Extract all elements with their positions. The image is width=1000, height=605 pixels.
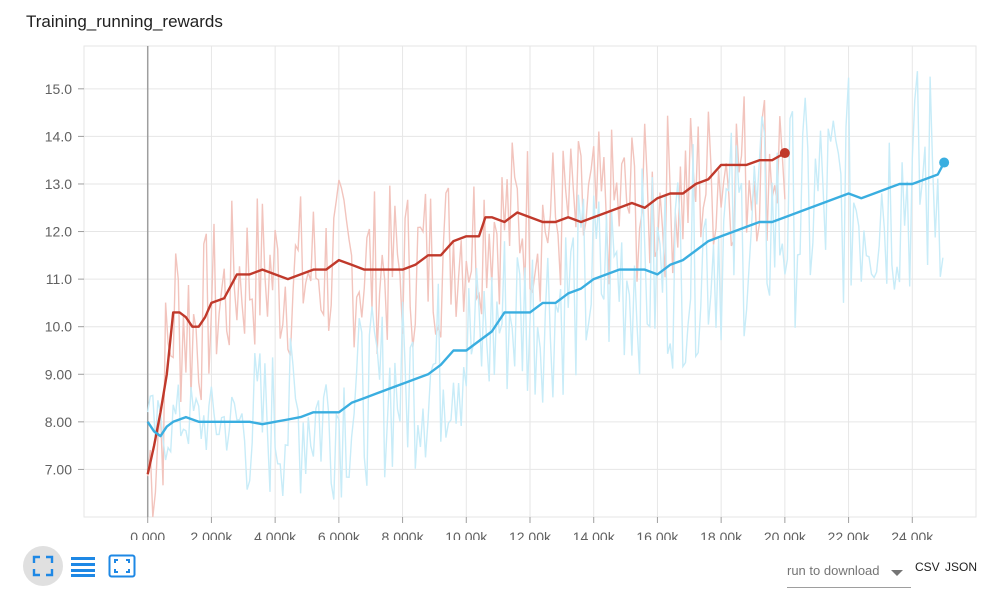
log-scale-icon bbox=[71, 557, 95, 577]
raw-series-line bbox=[147, 71, 944, 500]
x-tick-label: 18.00k bbox=[700, 529, 743, 540]
y-tick-label: 8.00 bbox=[45, 414, 72, 430]
x-tick-label: 8.000k bbox=[382, 529, 425, 540]
tick-labels-group: 7.00 8.00 9.00 10.0 11.0 12.0 13.0 14.0 15.0 0.00… bbox=[45, 81, 935, 540]
expand-icon bbox=[108, 554, 136, 578]
x-tick-label: 2.000k bbox=[190, 529, 233, 540]
y-tick-label: 9.00 bbox=[45, 366, 72, 382]
smoothed-series-line bbox=[146, 151, 786, 475]
y-tick-label: 13.0 bbox=[45, 176, 72, 192]
expand-chart-button[interactable] bbox=[107, 551, 137, 581]
smoothed-series-group bbox=[146, 148, 950, 475]
smoothed-series-line bbox=[146, 162, 946, 438]
fit-domain-button[interactable] bbox=[23, 546, 63, 586]
y-tick-label: 12.0 bbox=[45, 224, 72, 240]
x-tick-label: 16.00k bbox=[636, 529, 679, 540]
fit-domain-icon bbox=[32, 555, 54, 577]
x-tick-label: 14.00k bbox=[573, 529, 616, 540]
y-tick-label: 10.0 bbox=[45, 319, 72, 335]
x-tick-label: 22.00k bbox=[828, 529, 871, 540]
x-tick-label: 12.00k bbox=[509, 529, 552, 540]
y-tick-label: 7.00 bbox=[45, 461, 72, 477]
x-tick-label: 10.00k bbox=[445, 529, 488, 540]
json-download-link[interactable]: JSON bbox=[945, 560, 978, 574]
x-tick-label: 24.00k bbox=[891, 529, 934, 540]
series-end-point bbox=[779, 148, 790, 159]
chevron-down-icon bbox=[891, 570, 903, 576]
y-tick-label: 11.0 bbox=[46, 271, 72, 287]
y-tick-label: 14.0 bbox=[45, 128, 72, 144]
line-chart[interactable]: 7.00 8.00 9.00 10.0 11.0 12.0 13.0 14.0 15.0 0.00… bbox=[0, 0, 1000, 540]
x-tick-label: 0.000 bbox=[130, 529, 165, 540]
series-end-point bbox=[939, 157, 950, 168]
run-select-label: run to download bbox=[787, 563, 880, 578]
run-to-download-select[interactable]: run to download bbox=[787, 557, 911, 588]
csv-download-link[interactable]: CSV bbox=[915, 560, 940, 574]
chart-title: Training_running_rewards bbox=[26, 12, 223, 31]
x-tick-label: 6.000k bbox=[318, 529, 361, 540]
y-tick-label: 15.0 bbox=[45, 81, 72, 97]
raw-series-group bbox=[147, 71, 944, 518]
x-tick-label: 4.000k bbox=[254, 529, 297, 540]
toggle-log-scale-button[interactable] bbox=[68, 551, 98, 581]
x-tick-label: 20.00k bbox=[764, 529, 807, 540]
raw-series-line bbox=[147, 96, 786, 518]
